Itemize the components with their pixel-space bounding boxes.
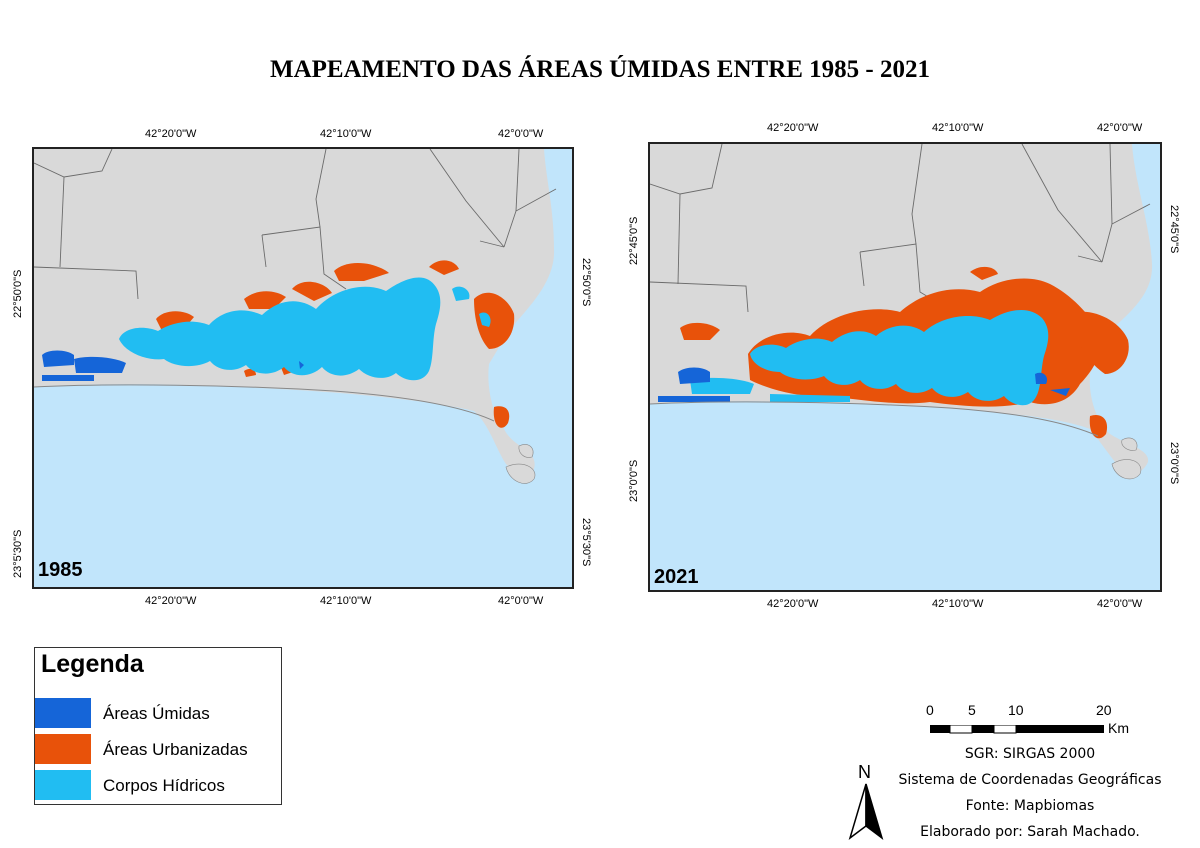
- bottom-tick: 42°20'0"W: [767, 598, 819, 610]
- legend-swatch: [35, 770, 91, 800]
- bottom-tick: 42°0'0"W: [1097, 598, 1143, 610]
- water-2021: [690, 309, 1049, 406]
- legend-item-water: Corpos Hídricos: [35, 770, 281, 802]
- right-tick: 22°45'0"S: [1168, 205, 1180, 254]
- legend-title: Legenda: [41, 650, 144, 678]
- scale-label: 5: [968, 702, 976, 718]
- bottom-tick: 42°10'0"W: [320, 595, 372, 607]
- info-srs: SGR: SIRGAS 2000: [964, 746, 1096, 762]
- water-1985: [119, 277, 491, 381]
- left-tick: 22°45'0"S: [628, 216, 640, 265]
- north-label: N: [858, 762, 871, 782]
- left-tick: 22°50'0"S: [12, 269, 24, 318]
- info-author: Elaborado por: Sarah Machado.: [920, 824, 1140, 840]
- north-arrow: N: [846, 762, 886, 842]
- legend-item-urban: Áreas Urbanizadas: [35, 734, 281, 766]
- legend-item-wetland: Áreas Úmidas: [35, 698, 281, 730]
- map-2021: 2021: [648, 142, 1162, 592]
- scale-bar-graphic: [930, 725, 1104, 734]
- map-2021-canvas: [650, 144, 1153, 480]
- island-2: [518, 444, 534, 458]
- bottom-tick: 42°10'0"W: [932, 598, 984, 610]
- scale-label: 20: [1096, 702, 1112, 718]
- scale-label: 0: [926, 702, 934, 718]
- wetland-2021: [658, 367, 1070, 402]
- bottom-tick: 42°20'0"W: [145, 595, 197, 607]
- right-tick: 23°5'30"S: [580, 518, 592, 567]
- scale-bar: 0 5 10 20 Km: [926, 702, 1150, 742]
- bottom-tick: 42°0'0"W: [498, 595, 544, 607]
- left-tick: 23°5'30"S: [12, 529, 24, 578]
- top-tick: 42°20'0"W: [767, 122, 819, 134]
- north-arrow-icon: [848, 783, 884, 840]
- scale-label: 10: [1008, 702, 1024, 718]
- top-tick: 42°0'0"W: [498, 128, 544, 140]
- scale-unit: Km: [1108, 720, 1129, 736]
- coastline: [34, 384, 495, 422]
- info-source: Fonte: Mapbiomas: [965, 798, 1095, 814]
- map-1985-canvas: [34, 149, 557, 484]
- legend-box: Legenda Áreas Úmidas Áreas Urbanizadas C…: [34, 647, 282, 805]
- legend-label: Áreas Úmidas: [103, 704, 210, 723]
- top-tick: 42°0'0"W: [1097, 122, 1143, 134]
- year-label-1985: 1985: [38, 559, 83, 581]
- island-2: [1121, 437, 1138, 451]
- municipal-boundaries: [650, 144, 1151, 313]
- legend-label: Corpos Hídricos: [103, 776, 225, 795]
- right-tick: 22°50'0"S: [580, 258, 592, 307]
- island-1: [1111, 459, 1142, 480]
- map-title: MAPEAMENTO DAS ÁREAS ÚMIDAS ENTRE 1985 -…: [270, 56, 930, 83]
- top-tick: 42°10'0"W: [320, 128, 372, 140]
- info-system: Sistema de Coordenadas Geográficas: [898, 772, 1162, 788]
- legend-swatch: [35, 734, 91, 764]
- top-tick: 42°10'0"W: [932, 122, 984, 134]
- map-1985: 1985: [32, 147, 574, 589]
- year-label-2021: 2021: [654, 566, 699, 588]
- municipal-boundaries: [34, 149, 557, 300]
- legend-label: Áreas Urbanizadas: [103, 740, 248, 759]
- coastline: [650, 401, 1099, 437]
- island-1: [505, 463, 536, 484]
- left-tick: 23°0'0"S: [628, 459, 640, 502]
- legend-swatch: [35, 698, 91, 728]
- wetland-1985: [42, 350, 304, 381]
- top-tick: 42°20'0"W: [145, 128, 197, 140]
- right-tick: 23°0'0"S: [1168, 442, 1180, 485]
